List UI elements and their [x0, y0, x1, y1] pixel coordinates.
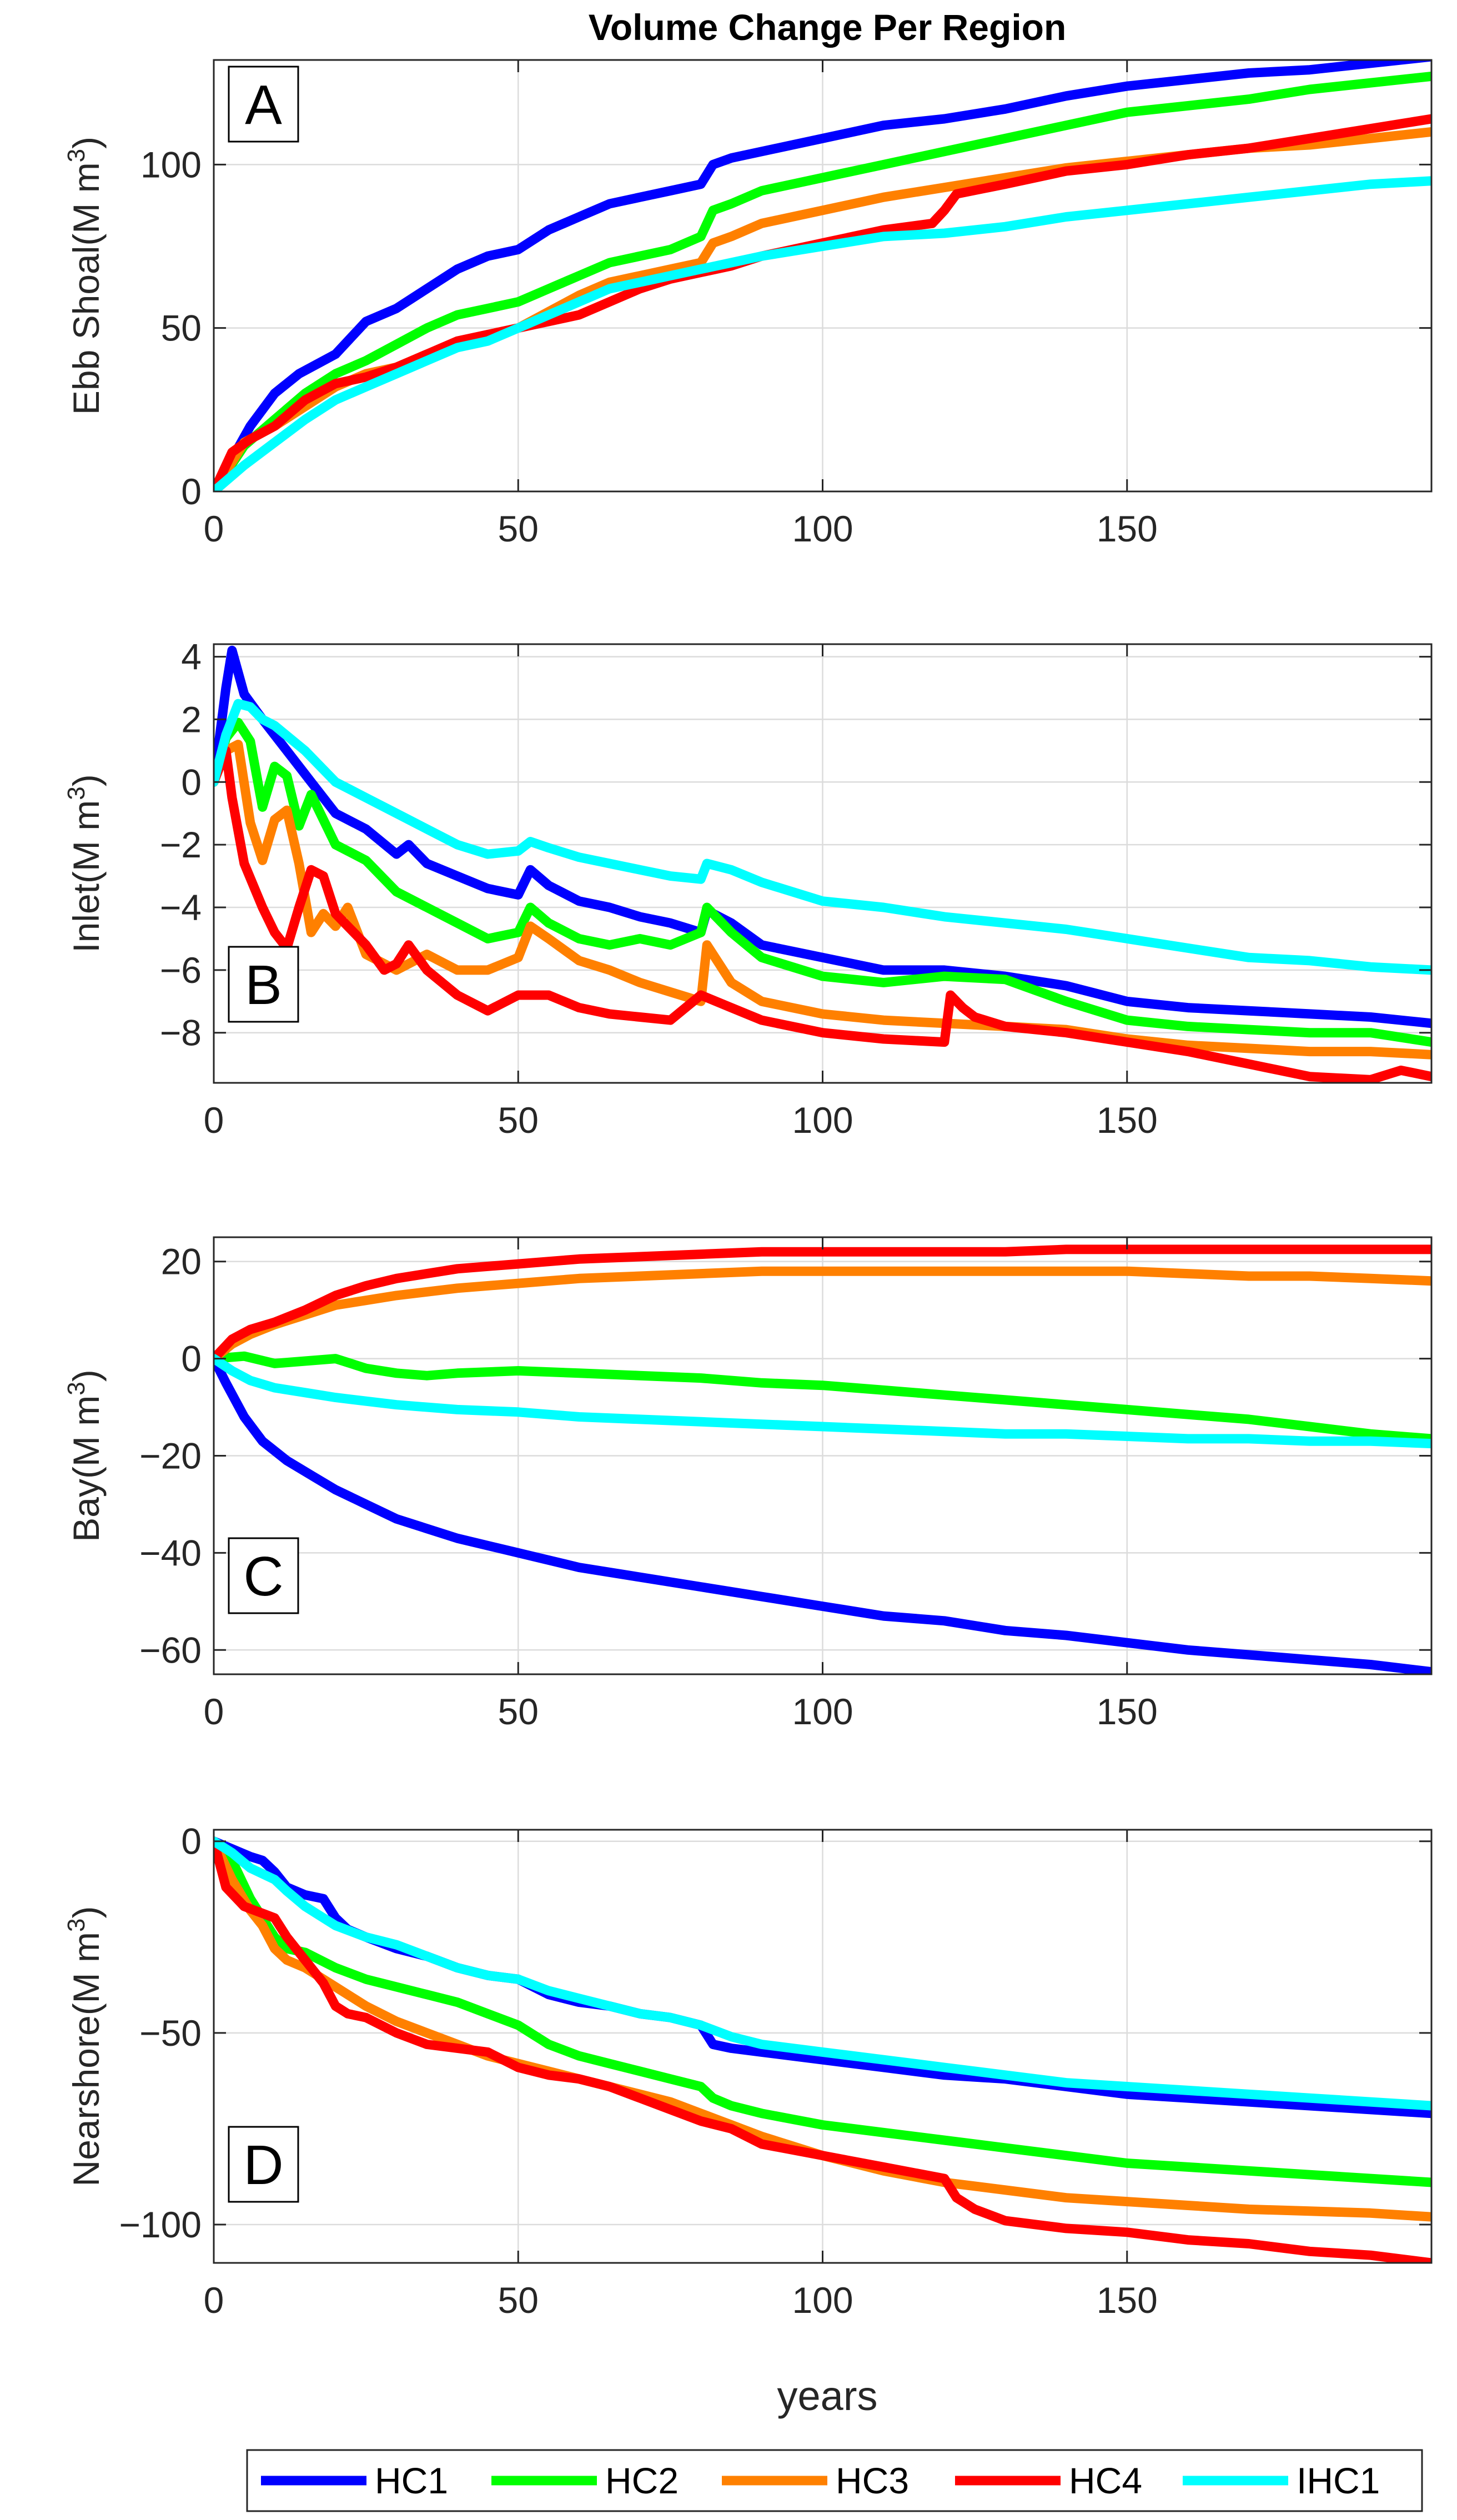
y-axis-label: Bay(M m3)	[63, 1369, 107, 1542]
legend-label: IHC1	[1297, 2460, 1380, 2501]
series-line-hc1	[214, 1354, 1431, 1674]
series-line-ihc1	[214, 1836, 1431, 2111]
panel-a: 0 50 100 150 0 50 100 Ebb Shoal(M m3) A	[63, 59, 1433, 549]
legend-label: HC1	[375, 2460, 448, 2501]
panel-letter-box	[228, 2126, 299, 2203]
y-axis-label: Inlet(M m3)	[63, 774, 107, 953]
series-line-ihc1	[214, 1354, 1431, 1449]
legend-item-hc3: HC3	[722, 2460, 909, 2501]
y-axis-label-main: Inlet(M m	[66, 800, 107, 953]
panel-letter: D	[243, 2134, 283, 2196]
x-tick-label: 150	[1097, 1100, 1158, 1141]
series-group	[214, 60, 1431, 491]
x-tick-label: 100	[792, 1100, 853, 1141]
panel-d: 0 50 100 150 −100 −50 0 Nearshore(M m3) D	[63, 1821, 1433, 2321]
series-line-ihc1	[214, 699, 1431, 975]
panel-letter-box	[228, 66, 299, 143]
y-axis-label-end: )	[66, 137, 107, 149]
panel-letter-box	[228, 1537, 299, 1614]
y-axis-label-main: Bay(M m	[66, 1395, 107, 1542]
series-line-hc4	[214, 746, 1431, 1083]
y-axis-label-sup: 3	[63, 149, 90, 162]
x-tick-label: 100	[792, 508, 853, 549]
series-line-hc4	[214, 1836, 1431, 2263]
series-line-hc2	[214, 717, 1431, 1047]
x-tick-label: 0	[204, 2280, 224, 2321]
y-tick-label: −50	[139, 2012, 202, 2054]
x-tick-label: 0	[204, 1691, 224, 1732]
series-line-ihc1	[214, 176, 1431, 491]
y-tick-label: −40	[139, 1532, 202, 1573]
legend-item-ihc1: IHC1	[1183, 2460, 1380, 2501]
series-line-hc4	[214, 1244, 1431, 1364]
y-tick-label: −6	[160, 950, 202, 991]
x-tick-label: 50	[498, 1100, 539, 1141]
x-tick-label: 150	[1097, 1691, 1158, 1732]
panel-b: 0 50 100 150 −8 −6 −4 −2 0 2 4 Inlet(M m3) B	[63, 636, 1433, 1141]
y-tick-label: −100	[119, 2204, 202, 2245]
y-axis-label-sup: 3	[63, 786, 90, 800]
x-tick-label: 100	[792, 2280, 853, 2321]
legend-item-hc4: HC4	[955, 2460, 1142, 2501]
series-group	[214, 1244, 1431, 1674]
y-axis-label-sup: 3	[63, 1919, 90, 1932]
y-axis-label-end: )	[66, 774, 107, 786]
series-line-hc2	[214, 71, 1431, 491]
series-line-hc2	[214, 1351, 1431, 1444]
y-axis-label-sup: 3	[63, 1382, 90, 1395]
y-tick-label: −20	[139, 1435, 202, 1477]
panel-letter: B	[245, 954, 282, 1016]
y-tick-label: −8	[160, 1012, 202, 1053]
y-tick-label: 0	[181, 471, 202, 512]
legend-label: HC2	[605, 2460, 679, 2501]
y-tick-label: 0	[181, 1821, 202, 1862]
x-axis-label: years	[777, 2373, 878, 2419]
x-tick-label: 150	[1097, 508, 1158, 549]
x-tick-label: 150	[1097, 2280, 1158, 2321]
y-axis-label-end: )	[66, 1369, 107, 1382]
y-axis-label: Ebb Shoal(M m3)	[63, 137, 107, 415]
legend-label: HC4	[1069, 2460, 1142, 2501]
y-tick-label: 0	[181, 761, 202, 802]
legend: HC1 HC2 HC3 HC4 IHC1	[246, 2449, 1423, 2512]
y-tick-label: 4	[181, 636, 202, 677]
legend-item-hc2: HC2	[491, 2460, 679, 2501]
y-tick-label: 50	[161, 308, 202, 349]
legend-label: HC3	[836, 2460, 909, 2501]
series-line-hc1	[214, 60, 1431, 491]
y-tick-label: 2	[181, 699, 202, 740]
series-group	[214, 645, 1431, 1083]
panel-letter-box	[228, 946, 299, 1023]
y-axis-label-main: Nearshore(M m	[66, 1932, 107, 2186]
series-line-hc1	[214, 645, 1431, 1028]
y-tick-label: 20	[161, 1241, 202, 1282]
y-axis-label: Nearshore(M m3)	[63, 1906, 107, 2187]
y-tick-label: 100	[140, 144, 202, 185]
legend-item-hc1: HC1	[261, 2460, 448, 2501]
panel-letter: A	[245, 74, 282, 136]
y-tick-label: −4	[160, 887, 202, 928]
chart-title: Volume Change Per Region	[589, 7, 1067, 48]
x-tick-label: 100	[792, 1691, 853, 1732]
y-tick-label: −60	[139, 1629, 202, 1670]
panel-c: 0 50 100 150 −60 −40 −20 0 20 Bay(M m3) C	[63, 1236, 1433, 1732]
y-tick-label: −2	[160, 824, 202, 865]
x-tick-label: 50	[498, 508, 539, 549]
x-tick-label: 50	[498, 2280, 539, 2321]
series-group	[214, 1836, 1431, 2263]
y-axis-label-end: )	[66, 1906, 107, 1919]
y-axis-label-main: Ebb Shoal(M m	[66, 162, 107, 415]
y-tick-label: 0	[181, 1338, 202, 1379]
x-tick-label: 0	[204, 1100, 224, 1141]
x-tick-label: 50	[498, 1691, 539, 1732]
panel-letter: C	[243, 1545, 283, 1608]
x-tick-label: 0	[204, 508, 224, 549]
